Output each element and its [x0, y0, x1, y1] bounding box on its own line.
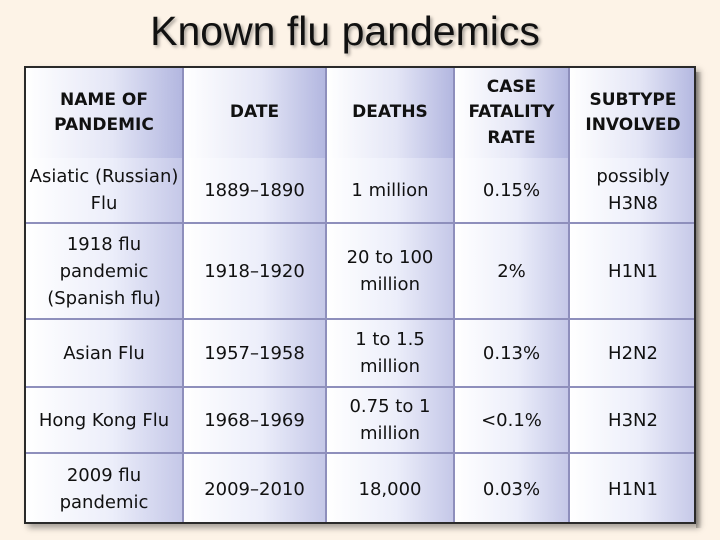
cell-subtype: H2N2 — [570, 320, 696, 388]
cell-case-fatality-rate: <0.1% — [455, 388, 570, 454]
header-subtype: SUBTYPE INVOLVED — [570, 68, 696, 158]
table-row: Hong Kong Flu 1968–1969 0.75 to 1 millio… — [26, 388, 696, 454]
cell-deaths: 1 million — [327, 158, 455, 224]
table-row: 2009 flu pandemic 2009–2010 18,000 0.03%… — [26, 454, 696, 524]
cell-date: 1918–1920 — [184, 224, 327, 320]
cell-date: 1968–1969 — [184, 388, 327, 454]
cell-deaths: 20 to 100 million — [327, 224, 455, 320]
cell-subtype: H1N1 — [570, 224, 696, 320]
cell-name: 1918 flu pandemic (Spanish flu) — [26, 224, 184, 320]
table-shadow — [696, 72, 702, 528]
cell-deaths: 0.75 to 1 million — [327, 388, 455, 454]
pandemics-table: NAME OF PANDEMIC DATE DEATHS CASE FATALI… — [26, 68, 696, 524]
cell-name: Asiatic (Russian) Flu — [26, 158, 184, 224]
cell-subtype: H3N2 — [570, 388, 696, 454]
cell-case-fatality-rate: 2% — [455, 224, 570, 320]
cell-date: 2009–2010 — [184, 454, 327, 524]
cell-deaths: 1 to 1.5 million — [327, 320, 455, 388]
table-row: 1918 flu pandemic (Spanish flu) 1918–192… — [26, 224, 696, 320]
cell-name: 2009 flu pandemic — [26, 454, 184, 524]
table-row: Asiatic (Russian) Flu 1889–1890 1 millio… — [26, 158, 696, 224]
table-row: Asian Flu 1957–1958 1 to 1.5 million 0.1… — [26, 320, 696, 388]
cell-subtype: H1N1 — [570, 454, 696, 524]
cell-name: Hong Kong Flu — [26, 388, 184, 454]
cell-name: Asian Flu — [26, 320, 184, 388]
cell-case-fatality-rate: 0.03% — [455, 454, 570, 524]
cell-subtype: possibly H3N8 — [570, 158, 696, 224]
cell-date: 1957–1958 — [184, 320, 327, 388]
header-case-fatality-rate: CASE FATALITY RATE — [455, 68, 570, 158]
cell-case-fatality-rate: 0.15% — [455, 158, 570, 224]
slide-title: Known flu pandemics — [150, 8, 540, 54]
table-header-row: NAME OF PANDEMIC DATE DEATHS CASE FATALI… — [26, 68, 696, 158]
cell-date: 1889–1890 — [184, 158, 327, 224]
header-date: DATE — [184, 68, 327, 158]
cell-case-fatality-rate: 0.13% — [455, 320, 570, 388]
header-deaths: DEATHS — [327, 68, 455, 158]
cell-deaths: 18,000 — [327, 454, 455, 524]
header-name: NAME OF PANDEMIC — [26, 68, 184, 158]
